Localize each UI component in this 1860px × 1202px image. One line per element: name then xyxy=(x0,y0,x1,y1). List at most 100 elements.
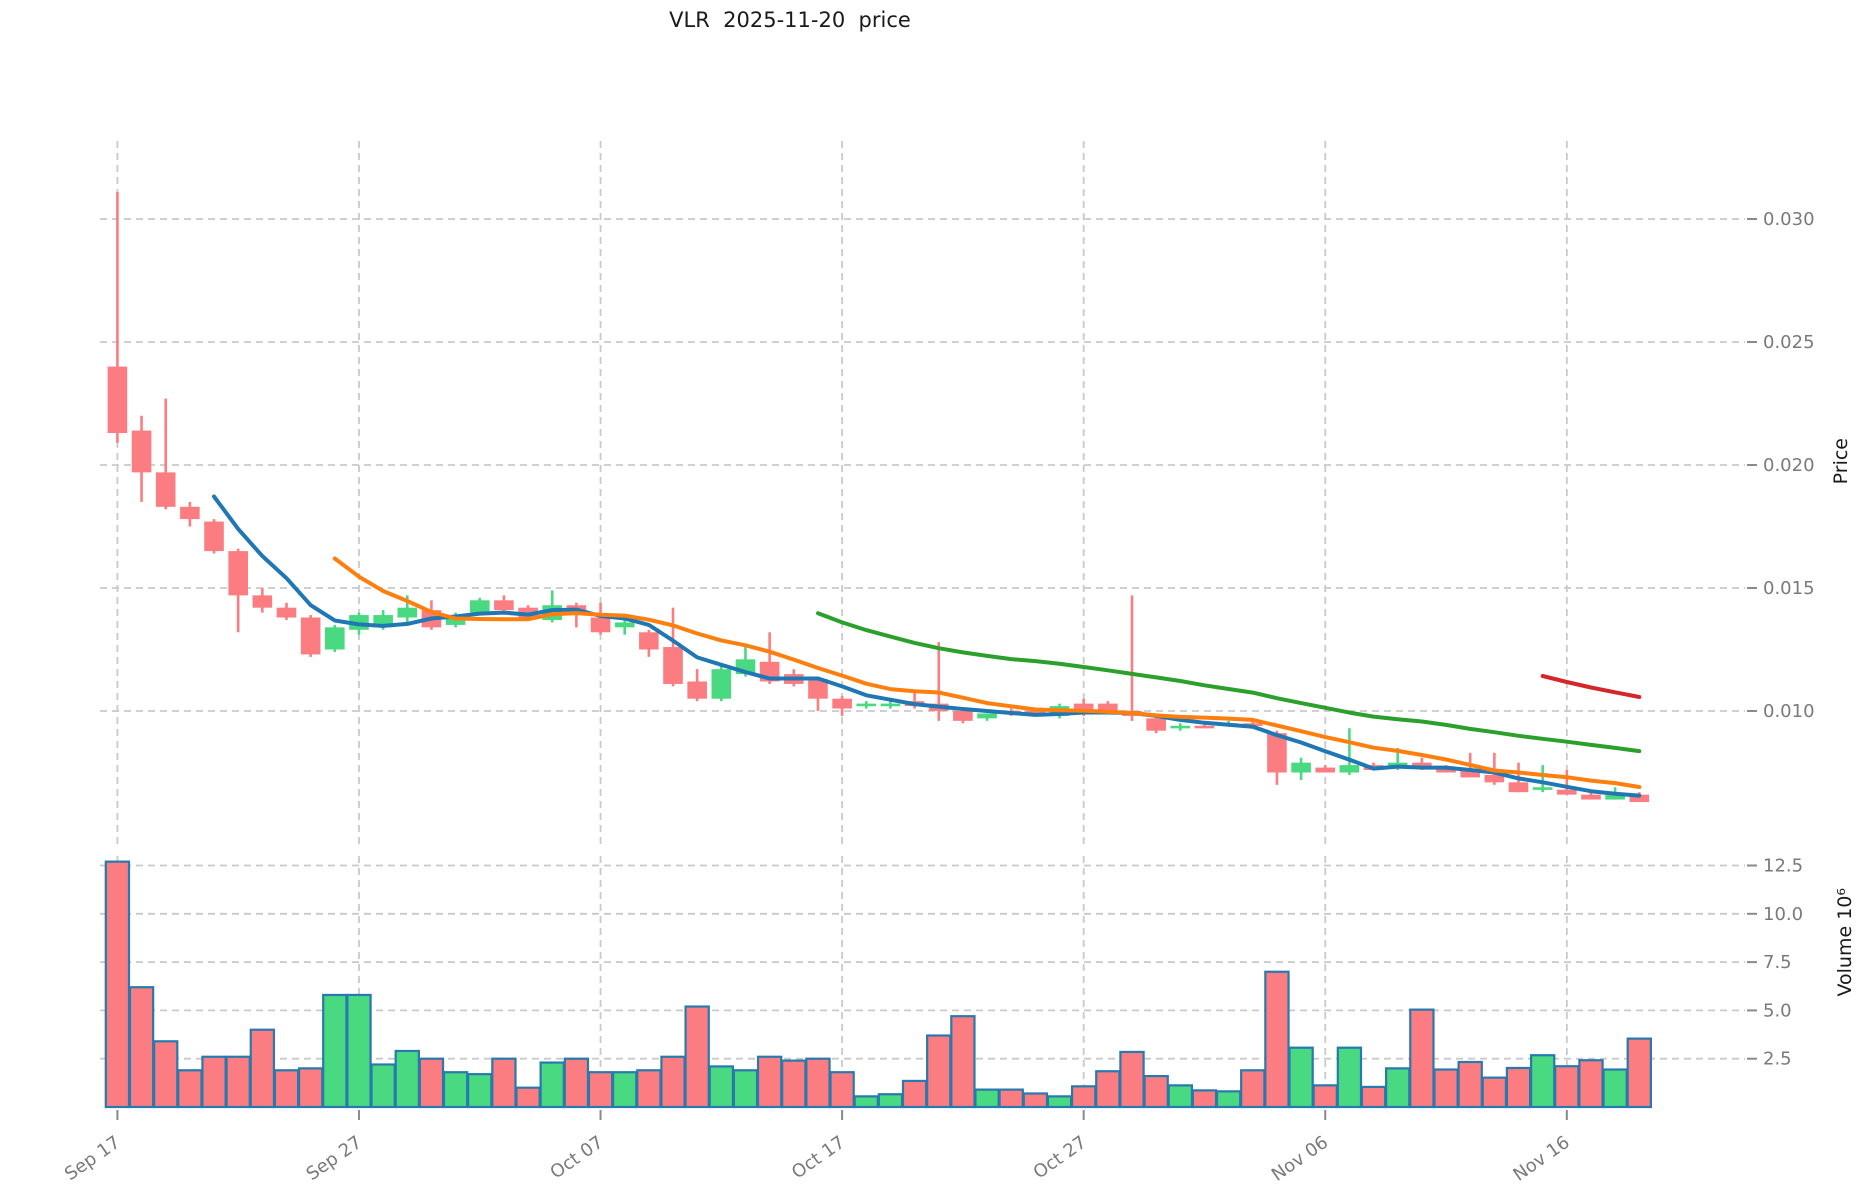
volume-bar xyxy=(901,1079,928,1109)
candle-body xyxy=(711,669,732,699)
candle-body xyxy=(469,600,490,613)
candle-body xyxy=(977,713,997,719)
candle-body xyxy=(445,617,466,625)
volume-bar xyxy=(418,1057,445,1109)
volume-tick-label: 10.0 xyxy=(1763,904,1803,925)
volume-bar xyxy=(153,1040,179,1109)
candle-body xyxy=(397,607,418,618)
candle-body xyxy=(1557,789,1577,795)
candle-body xyxy=(953,711,973,721)
volume-bar xyxy=(1167,1084,1194,1109)
candle-body xyxy=(1315,767,1336,773)
volume-bar xyxy=(1602,1068,1628,1109)
volume-bar xyxy=(1457,1060,1483,1109)
volume-bar xyxy=(346,993,372,1109)
candle-body xyxy=(808,679,828,699)
volume-bar xyxy=(225,1055,251,1109)
volume-bar xyxy=(467,1073,493,1109)
volume-bar xyxy=(660,1055,686,1109)
candle-body xyxy=(1098,703,1118,714)
candle-body xyxy=(252,595,273,608)
candle-body xyxy=(1267,733,1287,773)
candle-body xyxy=(663,647,683,684)
volume-bar xyxy=(1360,1085,1387,1109)
volume-bar xyxy=(781,1059,807,1109)
volume-bar xyxy=(1143,1074,1169,1109)
candle-body xyxy=(228,551,248,596)
date-tick-label: Sep 17 xyxy=(61,1132,124,1185)
volume-tick-label: 2.5 xyxy=(1763,1049,1792,1070)
price-tick-label: 0.010 xyxy=(1763,701,1815,722)
volume-bar xyxy=(1215,1090,1242,1109)
candle-body xyxy=(1194,725,1215,729)
candle-body xyxy=(1146,718,1166,731)
volume-bar xyxy=(1505,1066,1532,1109)
candle-body xyxy=(1291,762,1311,773)
candle-body xyxy=(180,506,200,520)
volume-bar xyxy=(1070,1085,1097,1109)
volume-bar xyxy=(950,1015,976,1109)
date-tick-label: Oct 17 xyxy=(788,1132,849,1183)
volume-bar xyxy=(1578,1059,1604,1109)
volume-bar xyxy=(926,1034,952,1109)
candle-body xyxy=(832,698,852,709)
candle-body xyxy=(204,521,224,552)
candle-body xyxy=(639,632,659,650)
volume-bar xyxy=(1626,1037,1652,1109)
candle-body xyxy=(155,472,176,507)
volume-bar xyxy=(974,1088,1000,1109)
volume-bar xyxy=(249,1028,276,1109)
volume-bar xyxy=(370,1063,396,1109)
candle-body xyxy=(1484,774,1505,783)
price-axis-label: Price xyxy=(1830,438,1852,485)
candle-body xyxy=(131,430,152,473)
candle-body xyxy=(1412,762,1432,768)
volume-bar xyxy=(1119,1050,1145,1109)
volume-bar xyxy=(1336,1046,1363,1109)
candle-body xyxy=(300,617,321,655)
volume-bar xyxy=(491,1057,517,1109)
volume-bar xyxy=(128,986,155,1109)
volume-bar xyxy=(732,1069,759,1109)
price-tick-label: 0.030 xyxy=(1763,209,1815,230)
volume-bar xyxy=(442,1071,469,1109)
volume-bar xyxy=(998,1088,1024,1109)
candle-body xyxy=(687,681,707,699)
volume-bar xyxy=(394,1049,420,1109)
candle-body xyxy=(1073,703,1094,714)
volume-bar xyxy=(1240,1069,1266,1109)
price-tick-label: 0.020 xyxy=(1763,455,1815,476)
candle-body xyxy=(880,703,901,707)
candle-body xyxy=(276,607,297,618)
volume-bar xyxy=(1022,1092,1049,1109)
volume-bar xyxy=(201,1055,227,1109)
volume-bar xyxy=(563,1057,590,1109)
moving-average-sma30 xyxy=(816,611,1642,754)
candle-body xyxy=(856,703,877,707)
candle-body xyxy=(1508,782,1529,793)
volume-bar xyxy=(877,1093,904,1109)
date-tick-label: Nov 16 xyxy=(1509,1132,1573,1186)
volume-bar xyxy=(1288,1046,1314,1109)
price-tick-label: 0.015 xyxy=(1763,578,1815,599)
date-tick-label: Sep 27 xyxy=(303,1132,366,1185)
volume-bar xyxy=(297,1067,324,1109)
volume-bar xyxy=(829,1071,855,1109)
candle-body xyxy=(1581,794,1601,800)
volume-tick-label: 7.5 xyxy=(1763,952,1792,973)
volume-bar xyxy=(515,1086,541,1109)
volume-bar xyxy=(805,1057,831,1109)
volume-bar xyxy=(1529,1054,1556,1109)
candle-body xyxy=(325,627,345,650)
date-tick-label: Oct 07 xyxy=(546,1132,607,1183)
volume-bar xyxy=(684,1005,710,1109)
candle-body xyxy=(614,622,635,628)
candle-body xyxy=(1605,794,1625,800)
candle-body xyxy=(1242,723,1263,726)
volume-bar xyxy=(1046,1095,1073,1109)
volume-bar xyxy=(1095,1070,1121,1109)
volume-bar xyxy=(322,993,348,1109)
price-tick-label: 0.025 xyxy=(1763,332,1815,353)
volume-bar xyxy=(636,1069,662,1109)
